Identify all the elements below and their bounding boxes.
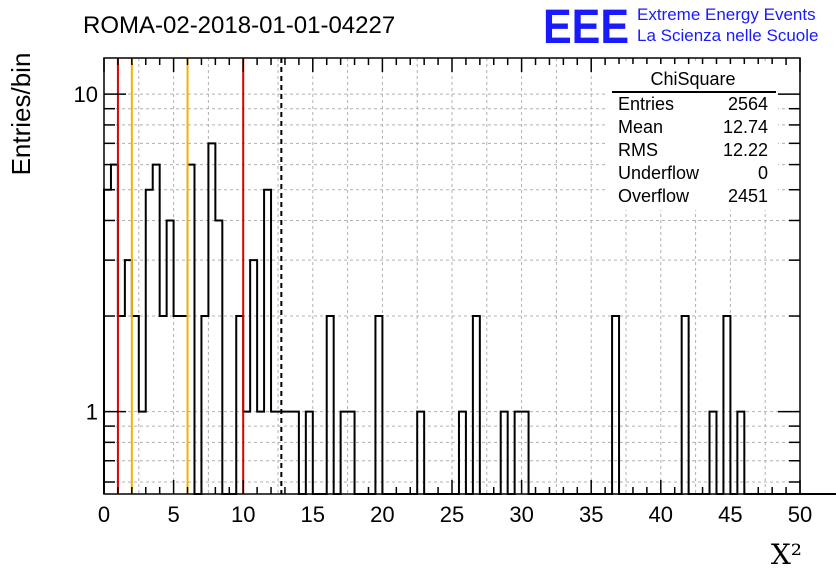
- x-tick-label: 25: [440, 502, 464, 527]
- x-tick-label: 40: [649, 502, 673, 527]
- y-tick-label: 1: [86, 400, 98, 425]
- x-tick-label: 45: [718, 502, 742, 527]
- stats-label-mean: Mean: [618, 117, 663, 137]
- stats-label-underflow: Underflow: [618, 163, 700, 183]
- x-tick-label: 10: [231, 502, 255, 527]
- stats-box: ChiSquare Entries 2564 Mean 12.74 RMS 12…: [608, 64, 778, 210]
- x-tick-label: 20: [370, 502, 394, 527]
- stats-box-background: [608, 64, 778, 210]
- stats-value-rms: 12.22: [723, 140, 768, 160]
- x-tick-label: 0: [98, 502, 110, 527]
- stats-label-entries: Entries: [618, 94, 674, 114]
- x-axis-title: X²: [771, 538, 802, 571]
- y-tick-label: 10: [74, 82, 98, 107]
- x-tick-label: 50: [788, 502, 812, 527]
- stats-value-mean: 12.74: [723, 117, 768, 137]
- stats-value-entries: 2564: [728, 94, 768, 114]
- stats-label-overflow: Overflow: [618, 186, 690, 206]
- x-tick-label: 5: [167, 502, 179, 527]
- stats-value-underflow: 0: [758, 163, 768, 183]
- stats-value-overflow: 2451: [728, 186, 768, 206]
- x-tick-label: 15: [301, 502, 325, 527]
- stats-box-name: ChiSquare: [650, 69, 735, 89]
- logo-line-2: La Scienza nelle Scuole: [637, 26, 818, 45]
- reference-lines: [116, 58, 283, 494]
- x-tick-label: 35: [579, 502, 603, 527]
- eee-logo: EEE Extreme Energy Events La Scienza nel…: [543, 1, 818, 54]
- axis-ticks: 0 5 10 15 20 25 30 35 40 45 50 1 10: [74, 58, 812, 527]
- logo-line-1: Extreme Energy Events: [637, 5, 816, 24]
- logo-text: EEE: [543, 1, 629, 54]
- y-axis-title: Entries/bin: [6, 53, 36, 176]
- x-tick-label: 30: [509, 502, 533, 527]
- chart-title: ROMA-02-2018-01-01-04227: [83, 12, 395, 39]
- stats-label-rms: RMS: [618, 140, 658, 160]
